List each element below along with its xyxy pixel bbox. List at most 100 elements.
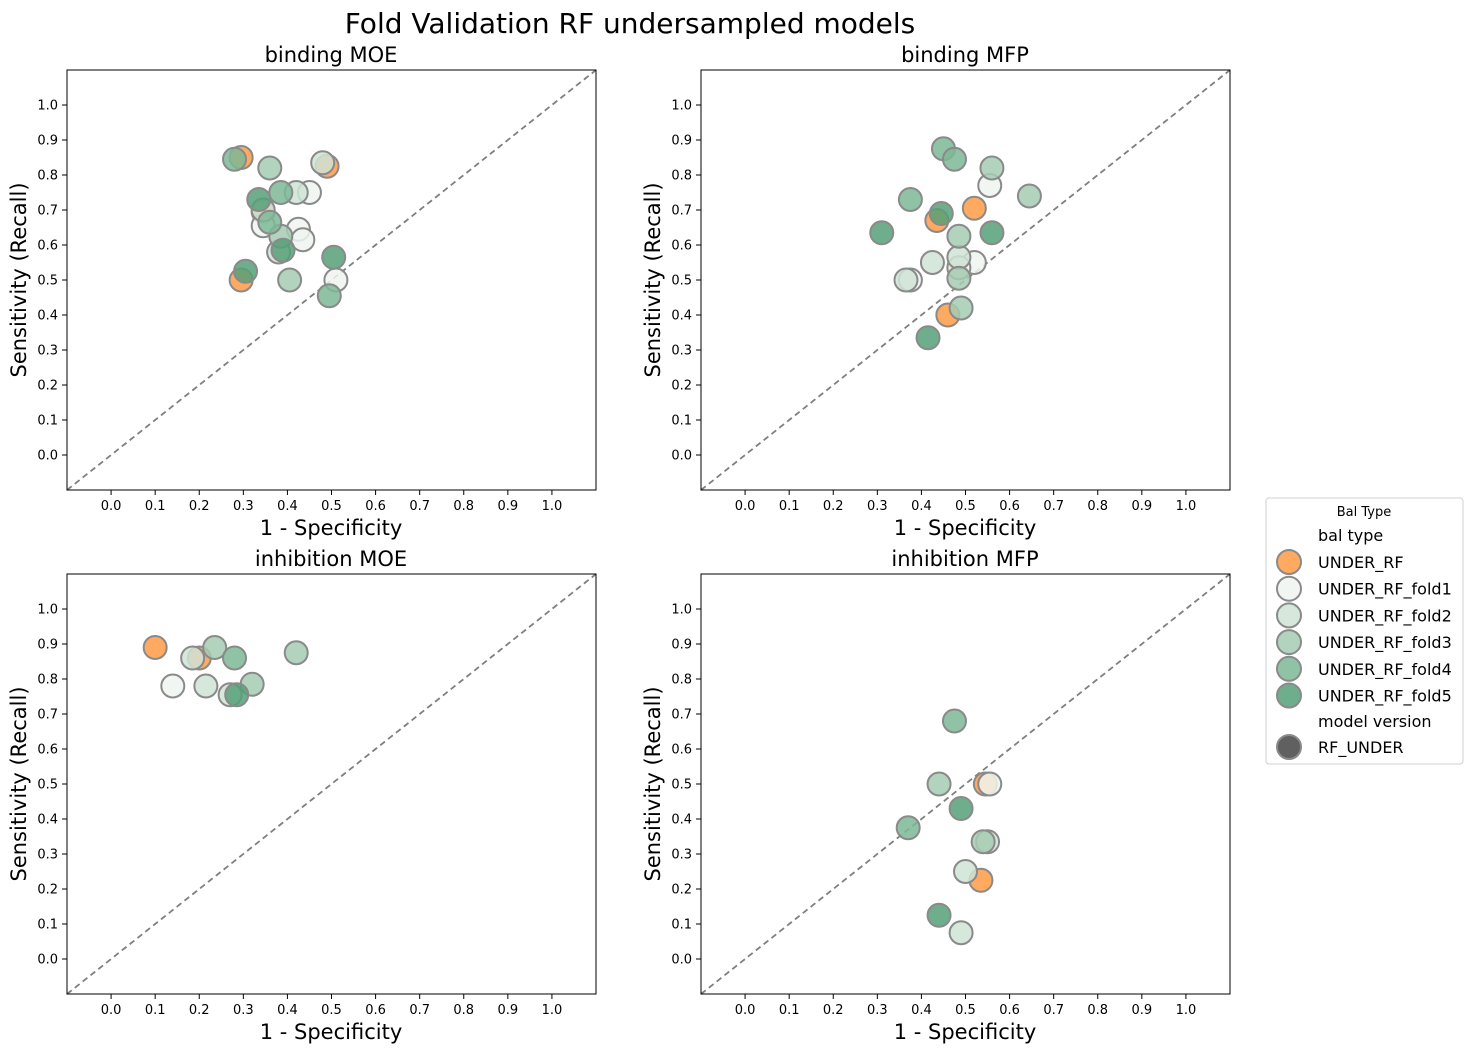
- y-tick-label: 0.5: [37, 778, 58, 793]
- axes-frame: [700, 573, 1231, 995]
- x-tick-label: 0.6: [365, 1003, 386, 1018]
- scatter-point: [928, 201, 954, 226]
- y-tick-label: 1.0: [37, 603, 58, 618]
- scatter-point: [283, 640, 309, 666]
- scatter-point: [941, 146, 967, 172]
- y-tick-label: 0.3: [671, 848, 692, 863]
- scatter-point: [277, 267, 303, 293]
- scatter-point: [180, 645, 206, 671]
- y-tick-label: 1.0: [671, 603, 692, 618]
- x-axis-label: 1 - Specificity: [894, 1020, 1037, 1044]
- y-tick-label: 0.7: [671, 204, 692, 219]
- x-tick-label: 1.0: [542, 1003, 563, 1018]
- y-tick-label: 0.8: [671, 169, 692, 184]
- x-tick-label: 0.2: [823, 499, 844, 514]
- x-tick-label: 0.1: [145, 499, 166, 514]
- legend-label: UNDER_RF_fold2: [1318, 606, 1452, 626]
- y-tick-label: 0.1: [671, 918, 692, 933]
- x-tick-label: 0.0: [101, 1003, 122, 1018]
- y-axis-label: Sensitivity (Recall): [7, 686, 31, 881]
- y-axis-label: Sensitivity (Recall): [641, 686, 665, 881]
- y-tick-label: 0.4: [671, 813, 692, 828]
- scatter-point: [257, 209, 283, 235]
- y-tick-label: 0.1: [37, 414, 58, 429]
- legend-section-bal-type: bal type: [1318, 526, 1383, 545]
- scatter-point: [193, 673, 219, 699]
- y-tick-label: 0.0: [671, 449, 692, 464]
- y-tick-label: 0.2: [37, 883, 58, 898]
- scatter-point: [268, 180, 294, 205]
- y-tick-label: 0.2: [671, 379, 692, 394]
- y-tick-label: 0.9: [671, 638, 692, 653]
- scatter-point: [893, 267, 919, 293]
- scatter-point: [979, 155, 1005, 181]
- x-tick-label: 0.7: [1043, 1003, 1064, 1018]
- legend-marker: [1276, 575, 1302, 602]
- scatter-point: [948, 796, 974, 821]
- x-tick-label: 0.4: [911, 499, 932, 514]
- legend-marker: [1276, 602, 1302, 629]
- x-tick-label: 0.5: [321, 499, 342, 514]
- figure-title: Fold Validation RF undersampled models: [345, 7, 916, 40]
- y-tick-label: 0.1: [671, 414, 692, 429]
- y-tick-label: 0.6: [671, 239, 692, 254]
- x-tick-label: 0.7: [409, 1003, 430, 1018]
- y-tick-label: 1.0: [671, 99, 692, 114]
- legend-label: UNDER_RF_fold1: [1318, 580, 1452, 600]
- y-tick-label: 0.7: [37, 204, 58, 219]
- y-tick-label: 0.8: [37, 169, 58, 184]
- y-axis-label: Sensitivity (Recall): [7, 182, 31, 377]
- x-tick-label: 0.9: [497, 1003, 518, 1018]
- scatter-point: [979, 220, 1005, 246]
- x-tick-label: 0.8: [1087, 499, 1108, 514]
- y-tick-label: 0.5: [671, 778, 692, 793]
- x-tick-label: 0.1: [779, 499, 800, 514]
- x-axis-label: 1 - Specificity: [260, 516, 403, 540]
- scatter-point: [869, 220, 895, 246]
- scatter-point: [233, 258, 259, 284]
- x-tick-label: 0.2: [823, 1003, 844, 1018]
- scatter-point: [941, 708, 967, 734]
- x-tick-label: 0.4: [911, 1003, 932, 1018]
- x-tick-label: 0.7: [1043, 499, 1064, 514]
- y-tick-label: 0.9: [37, 638, 58, 653]
- x-tick-label: 0.0: [101, 499, 122, 514]
- legend-marker: [1276, 682, 1302, 709]
- legend-title: Bal Type: [1337, 505, 1392, 520]
- y-tick-label: 0.3: [671, 344, 692, 359]
- scatter-point: [977, 771, 1003, 797]
- panel-title: binding MOE: [265, 43, 398, 67]
- scatter-point: [257, 155, 283, 181]
- y-tick-label: 0.9: [37, 134, 58, 149]
- y-tick-label: 0.9: [671, 134, 692, 149]
- legend-marker-model-version: [1276, 734, 1302, 760]
- legend-marker: [1276, 549, 1302, 575]
- y-tick-label: 0.3: [37, 344, 58, 359]
- x-tick-label: 0.7: [409, 499, 430, 514]
- scatter-point: [961, 195, 987, 221]
- scatter-point: [222, 645, 248, 671]
- y-tick-label: 0.6: [671, 743, 692, 758]
- y-axis-label: Sensitivity (Recall): [641, 182, 665, 377]
- panel-inhibition-moe: inhibition MOE 1 - Specificity Sensitivi…: [7, 547, 597, 1044]
- legend-items: UNDER_RF UNDER_RF_fold1 UNDER_RF_fold2 UNDE…: [1276, 549, 1452, 709]
- x-tick-label: 0.5: [955, 1003, 976, 1018]
- y-tick-label: 0.6: [37, 239, 58, 254]
- legend-frame: [1265, 497, 1464, 765]
- panel-binding-moe: binding MOE 1 - Specificity Sensitivity …: [7, 43, 597, 540]
- scatter-point: [897, 187, 923, 212]
- y-tick-label: 0.8: [671, 673, 692, 688]
- panel-title: binding MFP: [901, 43, 1029, 67]
- scatter-point: [948, 920, 974, 946]
- y-tick-label: 0.1: [37, 918, 58, 933]
- x-tick-label: 0.6: [999, 499, 1020, 514]
- x-tick-label: 0.5: [321, 1003, 342, 1018]
- x-tick-label: 1.0: [1176, 499, 1197, 514]
- scatter-point: [310, 150, 336, 176]
- x-tick-label: 0.0: [735, 1003, 756, 1018]
- legend-label: UNDER_RF: [1318, 553, 1404, 573]
- scatter-point: [946, 244, 972, 270]
- panel-title: inhibition MFP: [891, 547, 1038, 571]
- y-tick-label: 1.0: [37, 99, 58, 114]
